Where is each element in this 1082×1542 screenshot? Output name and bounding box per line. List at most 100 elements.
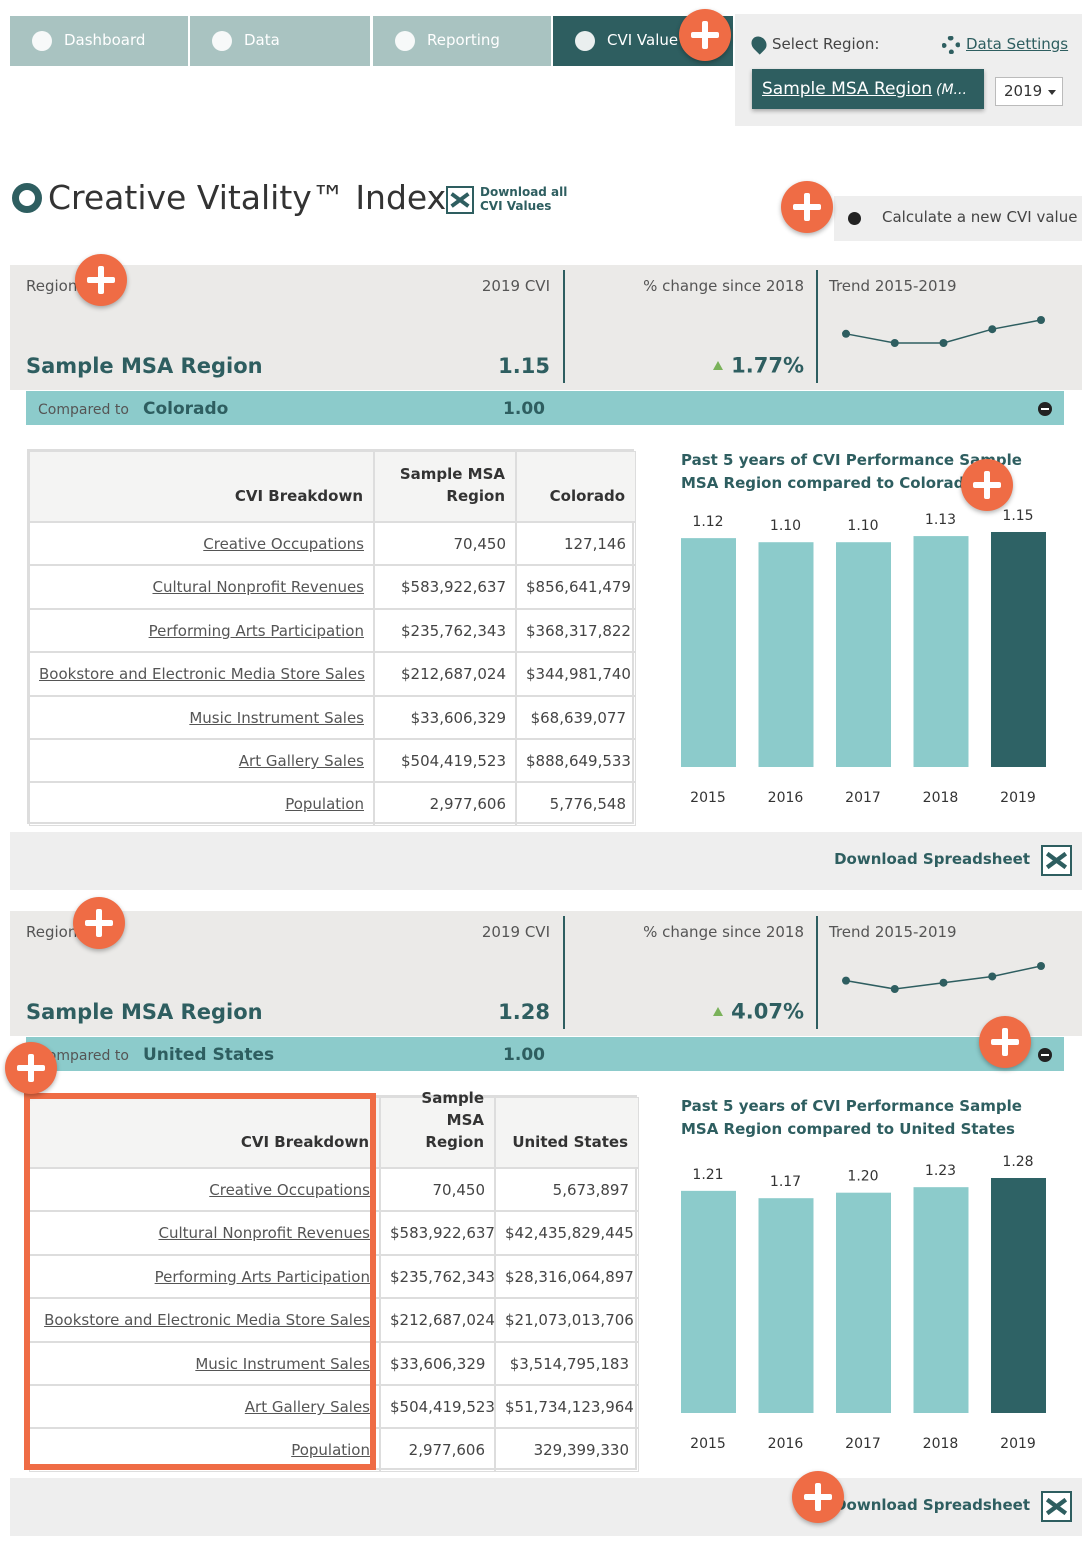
hotspot-marker[interactable]: [792, 1471, 844, 1523]
breakdown-link[interactable]: Art Gallery Sales: [244, 1398, 370, 1416]
collapse-dash: [1041, 408, 1049, 410]
nav-tab[interactable]: Data: [190, 16, 370, 66]
table-cell: $504,419,523: [374, 739, 516, 783]
compared-cvi: 1.00: [503, 1044, 545, 1065]
table-cell: Music Instrument Sales: [29, 695, 374, 739]
value-label: 1.17: [770, 1174, 801, 1190]
table-cell: $33,606,329: [374, 695, 516, 739]
cell-value: 5,673,897: [552, 1181, 629, 1199]
breakdown-link[interactable]: Bookstore and Electronic Media Store Sal…: [39, 665, 365, 684]
plus-v: [815, 1483, 821, 1511]
breakdown-link[interactable]: Music Instrument Sales: [195, 1354, 370, 1373]
value-label: 1.20: [847, 1169, 878, 1185]
breakdown-link[interactable]: Music Instrument Sales: [189, 708, 364, 727]
cell-value: $212,687,024: [390, 1311, 495, 1330]
header-text: Sample MSA Region: [421, 1089, 484, 1151]
compared-cvi: 1.00: [503, 398, 545, 419]
cell-value: $212,687,024: [401, 665, 506, 684]
hotspot-marker[interactable]: [979, 1016, 1031, 1068]
table-header-cell: CVI Breakdown: [29, 1097, 380, 1168]
table-cell: $344,981,740: [516, 652, 636, 696]
calculate-button[interactable]: Calculate a new CVI value: [834, 196, 1082, 241]
divider: [563, 270, 565, 383]
gear-icon: [942, 36, 960, 54]
compared-label: Compared to: [38, 1047, 129, 1064]
table-cell: 2,977,606: [374, 782, 516, 826]
header-text: CVI Breakdown: [240, 1133, 369, 1151]
summary-box: [10, 265, 1082, 390]
excel-icon: [446, 186, 474, 214]
highlight-box: [24, 1093, 376, 1470]
table-cell: $3,514,795,183: [495, 1341, 639, 1385]
plus-v: [96, 909, 102, 937]
download-link[interactable]: Download Spreadsheet: [834, 850, 1030, 869]
hotspot-marker[interactable]: [961, 459, 1013, 511]
download-link[interactable]: Download Spreadsheet: [834, 1496, 1030, 1515]
header-text: United States: [512, 1133, 628, 1151]
year-select[interactable]: 2019: [995, 77, 1063, 106]
breakdown-link[interactable]: Cultural Nonprofit Revenues: [158, 1224, 370, 1243]
cell-value: $68,639,077: [530, 708, 626, 727]
nav-tab[interactable]: Reporting: [373, 16, 551, 66]
up-triangle: [713, 361, 724, 370]
breakdown-link[interactable]: Performing Arts Participation: [154, 1267, 370, 1286]
region-button[interactable]: Sample MSA Region (M...: [752, 69, 984, 109]
change-text: 4.07%: [731, 999, 804, 1024]
hotspot-marker[interactable]: [781, 181, 833, 233]
chart-title: Past 5 years of CVI Performance Sample M…: [681, 451, 1022, 492]
nav-tab[interactable]: Dashboard: [10, 16, 188, 66]
table-cell: Population: [29, 782, 374, 826]
divider: [563, 916, 565, 1029]
bar: [681, 538, 736, 767]
table-cell: 127,146: [516, 522, 636, 566]
x-tick-label: 2016: [768, 790, 804, 806]
logo-icon: [12, 183, 42, 213]
divider: [816, 916, 818, 1029]
table-cell: $28,316,064,897: [495, 1254, 639, 1299]
breakdown-link[interactable]: Art Gallery Sales: [238, 752, 364, 770]
compared-region: United States: [143, 1044, 275, 1065]
hotspot-marker[interactable]: [75, 254, 127, 306]
breakdown-link[interactable]: Bookstore and Electronic Media Store Sal…: [44, 1311, 370, 1330]
cell-value: $235,762,343: [401, 621, 506, 640]
tab-icon: [32, 31, 52, 51]
download-bar: [10, 832, 1082, 890]
breakdown-link[interactable]: Creative Occupations: [209, 1181, 370, 1199]
cell-value: $33,606,329: [390, 1354, 486, 1373]
hotspot-marker[interactable]: [679, 9, 731, 61]
data-settings-link[interactable]: Data Settings: [966, 35, 1069, 54]
breakdown-link[interactable]: Cultural Nonprofit Revenues: [152, 578, 364, 597]
cell-value: $888,649,533: [526, 752, 631, 770]
trend-sparkline: [842, 962, 1045, 993]
plus-v: [984, 471, 990, 499]
breakdown-link[interactable]: Population: [285, 795, 364, 814]
hotspot-marker[interactable]: [73, 897, 125, 949]
hotspot-marker[interactable]: [5, 1042, 57, 1094]
breakdown-link[interactable]: Population: [291, 1441, 370, 1460]
download-all-link[interactable]: Download all CVI Values: [480, 185, 568, 213]
cell-value: $856,641,479: [526, 578, 631, 597]
plus-v: [98, 266, 104, 294]
trend-point: [890, 985, 899, 993]
download-bar: [10, 1478, 1082, 1536]
page-title: Creative Vitality™ Index: [48, 177, 447, 217]
collapse-dash: [1041, 1054, 1049, 1056]
table-cell: 5,776,548: [516, 782, 636, 826]
cell-value: $42,435,829,445: [505, 1224, 634, 1243]
excel-icon: [1041, 1491, 1072, 1522]
cell-value: 70,450: [453, 535, 507, 553]
collapse-icon[interactable]: [1038, 402, 1052, 416]
breakdown-link[interactable]: Creative Occupations: [203, 535, 364, 553]
bar: [758, 1198, 814, 1413]
value-label: 1.13: [925, 512, 956, 528]
cell-value: $33,606,329: [410, 708, 506, 727]
breakdown-link[interactable]: Performing Arts Participation: [148, 621, 364, 640]
cell-value: $583,922,637: [401, 578, 506, 597]
change-value: 4.07%: [304, 997, 804, 1026]
region-label: Region: [26, 277, 78, 296]
region-name[interactable]: Sample MSA Region: [762, 78, 933, 99]
compared-bar: [26, 1037, 1064, 1071]
collapse-icon[interactable]: [1038, 1048, 1052, 1062]
x-tick-label: 2018: [923, 1436, 959, 1452]
calculate-label: Calculate a new CVI value: [882, 208, 1078, 227]
